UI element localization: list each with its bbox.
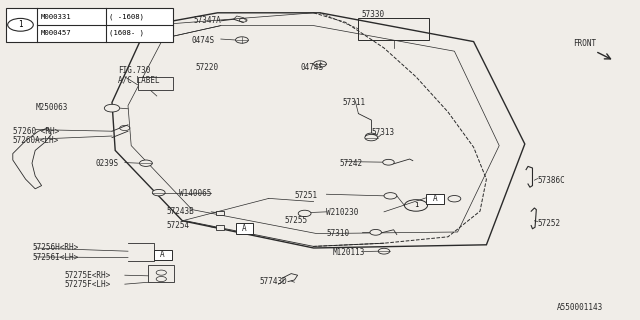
Text: M120113: M120113 xyxy=(333,248,365,257)
Circle shape xyxy=(156,276,166,282)
Text: M000457: M000457 xyxy=(40,29,71,36)
Text: A: A xyxy=(160,250,165,259)
Text: ( -1608): ( -1608) xyxy=(109,14,144,20)
Text: 1: 1 xyxy=(414,203,418,208)
Circle shape xyxy=(104,104,120,112)
Circle shape xyxy=(384,193,397,199)
Polygon shape xyxy=(112,13,525,248)
Text: 1: 1 xyxy=(18,20,23,29)
Text: 57242: 57242 xyxy=(339,159,362,168)
Bar xyxy=(138,77,173,90)
Text: 57330: 57330 xyxy=(362,10,385,19)
FancyBboxPatch shape xyxy=(236,223,253,234)
Bar xyxy=(358,18,429,40)
Text: A: A xyxy=(433,194,438,203)
Text: 57275E<RH>: 57275E<RH> xyxy=(64,271,110,280)
Text: 57313: 57313 xyxy=(371,128,394,137)
FancyBboxPatch shape xyxy=(426,194,444,204)
Text: FRONT: FRONT xyxy=(573,39,596,48)
Bar xyxy=(148,265,174,282)
Text: A550001143: A550001143 xyxy=(557,303,603,312)
Text: A/C LABEL: A/C LABEL xyxy=(118,76,160,84)
Text: 0239S: 0239S xyxy=(96,159,119,168)
Circle shape xyxy=(365,134,378,141)
Text: 57251: 57251 xyxy=(294,191,317,200)
Text: 57260 <RH>: 57260 <RH> xyxy=(13,127,59,136)
Text: W140065: W140065 xyxy=(179,189,212,198)
Text: 57743D: 57743D xyxy=(259,277,287,286)
Bar xyxy=(6,8,173,42)
Text: M000331: M000331 xyxy=(40,14,71,20)
Text: FIG.730: FIG.730 xyxy=(118,66,151,75)
Circle shape xyxy=(448,196,461,202)
Circle shape xyxy=(370,229,381,235)
Text: 57255: 57255 xyxy=(285,216,308,225)
Text: M250063: M250063 xyxy=(35,103,68,112)
Circle shape xyxy=(298,210,311,217)
Text: A: A xyxy=(242,224,247,233)
Bar xyxy=(216,225,224,230)
Text: 57275F<LH>: 57275F<LH> xyxy=(64,280,110,289)
Text: 57243B: 57243B xyxy=(166,207,194,216)
Text: W210230: W210230 xyxy=(326,208,359,217)
Text: 57252: 57252 xyxy=(538,220,561,228)
Text: (1608- ): (1608- ) xyxy=(109,29,144,36)
Circle shape xyxy=(378,248,390,254)
Text: 57347A: 57347A xyxy=(193,16,221,25)
FancyBboxPatch shape xyxy=(154,250,172,260)
Text: 57311: 57311 xyxy=(342,98,365,107)
Text: 0474S: 0474S xyxy=(191,36,214,44)
Text: 57256H<RH>: 57256H<RH> xyxy=(32,244,78,252)
Text: 57256I<LH>: 57256I<LH> xyxy=(32,253,78,262)
Circle shape xyxy=(365,133,377,139)
Text: 57260A<LH>: 57260A<LH> xyxy=(13,136,59,145)
Text: 57310: 57310 xyxy=(326,229,349,238)
Text: 57220: 57220 xyxy=(195,63,218,72)
Polygon shape xyxy=(13,128,51,189)
Circle shape xyxy=(140,160,152,166)
Circle shape xyxy=(383,159,394,165)
Text: 57254: 57254 xyxy=(166,221,189,230)
Circle shape xyxy=(236,37,248,43)
Circle shape xyxy=(314,61,326,67)
Circle shape xyxy=(152,189,165,196)
Text: 57386C: 57386C xyxy=(538,176,565,185)
Circle shape xyxy=(156,270,166,275)
Text: 0474S: 0474S xyxy=(301,63,324,72)
Bar xyxy=(216,211,224,215)
